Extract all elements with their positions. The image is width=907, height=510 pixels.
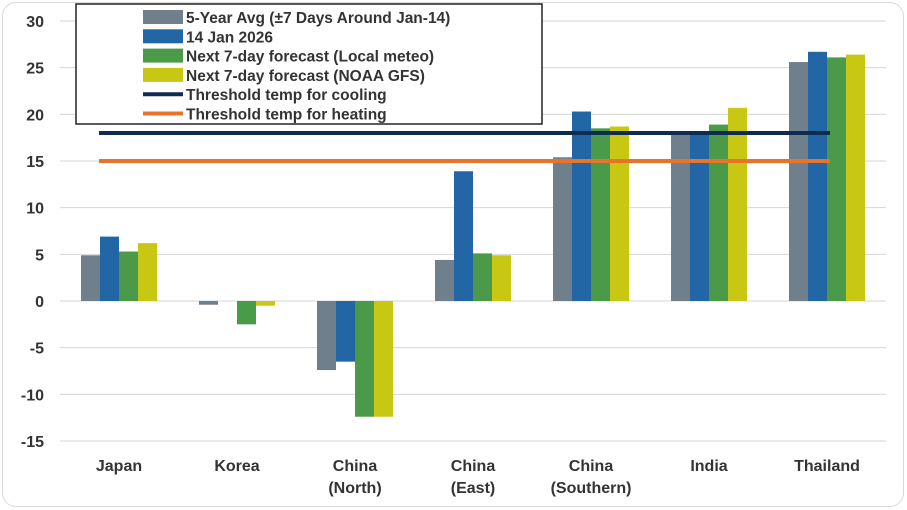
legend-swatch [143,48,183,63]
bar [671,133,690,301]
legend-label: Threshold temp for heating [186,107,387,124]
x-category-label: (North) [328,480,381,497]
x-category-label: Japan [96,458,142,475]
x-category-label: (Southern) [551,480,632,497]
y-tick-label: 10 [26,201,44,218]
x-category-label: China [451,458,496,475]
x-category-label: China [333,458,378,475]
legend-swatch [143,10,183,24]
bar [572,111,591,302]
y-tick-label: -5 [30,341,44,358]
bar [492,255,511,301]
bar [374,301,393,417]
y-tick-label: 15 [26,154,44,171]
bar [473,253,492,301]
bar [789,62,808,301]
x-axis-categories: Japan Korea China (North) China (East) China (S… [96,458,860,497]
bar [119,251,138,301]
x-category-label: China [569,458,614,475]
legend-label: 14 Jan 2026 [186,29,273,46]
y-tick-label: -15 [21,434,44,451]
bar [256,301,275,306]
bar [454,171,473,301]
bar [591,128,610,301]
x-category-label: Korea [214,458,259,475]
bar [553,157,572,301]
bar [355,301,374,417]
legend-label: Next 7-day forecast (Local meteo) [186,49,434,66]
bar [827,57,846,302]
bar [709,124,728,301]
bar [317,301,336,371]
y-tick-label: 0 [35,294,44,311]
bar [138,243,157,301]
bar [81,255,100,301]
bar [690,133,709,301]
bars [81,51,865,417]
x-category-label: Thailand [794,458,860,475]
bar [199,301,218,305]
legend-label: Next 7-day forecast (NOAA GFS) [186,68,425,85]
y-tick-label: 25 [26,61,44,78]
bar [610,126,629,301]
y-tick-label: 20 [26,107,44,124]
bar [846,54,865,301]
legend-label: 5-Year Avg (±7 Days Around Jan-14) [186,10,450,27]
legend: 5-Year Avg (±7 Days Around Jan-14) 14 Jan… [75,3,543,125]
bar [728,107,747,301]
legend-swatch [143,29,183,44]
x-category-label: India [690,458,727,475]
bar [100,236,119,301]
legend-label: Threshold temp for cooling [186,87,387,104]
y-tick-label: 30 [26,14,44,31]
legend-swatch [143,67,183,82]
bar [237,301,256,325]
bar [336,301,355,362]
y-axis-ticks: 30 25 20 15 10 5 0 -5 -10 -15 [21,14,44,451]
bar [808,51,827,301]
y-tick-label: -10 [21,387,44,404]
threshold-lines [99,131,830,163]
x-category-label: (East) [451,480,495,497]
y-tick-label: 5 [35,247,44,264]
bar [435,259,454,301]
